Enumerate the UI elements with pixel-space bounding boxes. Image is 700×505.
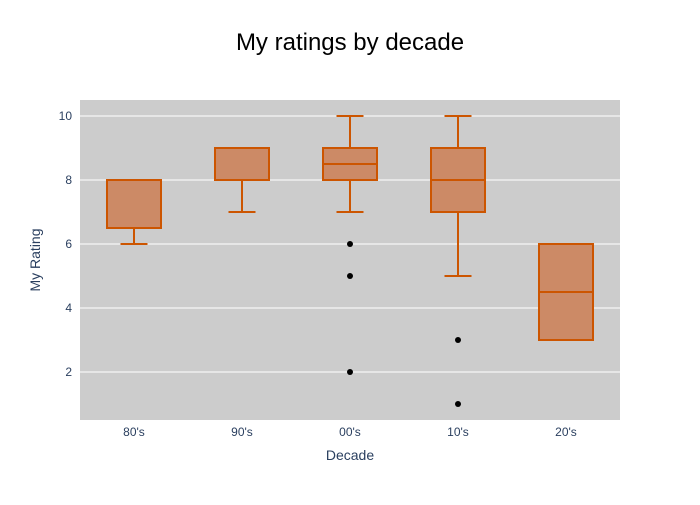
x-tick-label: 90's [231,425,253,439]
x-tick-label: 20's [555,425,577,439]
box-group [430,115,486,407]
y-axis-ticks: 2 4 6 8 10 [59,109,73,379]
x-tick-label: 10's [447,425,469,439]
box-group [214,147,270,213]
box-group [538,243,594,341]
y-axis-label: My Rating [27,228,43,291]
y-tick-label: 2 [65,365,72,379]
box-group [322,115,378,375]
box-iqr [214,147,270,181]
outlier-point [455,337,461,343]
boxes [106,115,594,407]
y-tick-label: 8 [65,173,72,187]
outlier-point [347,273,353,279]
outlier-point [347,369,353,375]
box-group [106,179,162,245]
chart-title: My ratings by decade [236,29,464,56]
y-tick-label: 10 [59,109,73,123]
outlier-point [455,401,461,407]
x-axis-label: Decade [326,447,374,463]
outlier-point [347,241,353,247]
x-tick-label: 00's [339,425,361,439]
box-iqr [106,179,162,229]
x-axis-ticks: 80's 90's 00's 10's 20's [123,425,577,439]
x-tick-label: 80's [123,425,145,439]
y-tick-label: 6 [65,237,72,251]
y-tick-label: 4 [65,301,72,315]
